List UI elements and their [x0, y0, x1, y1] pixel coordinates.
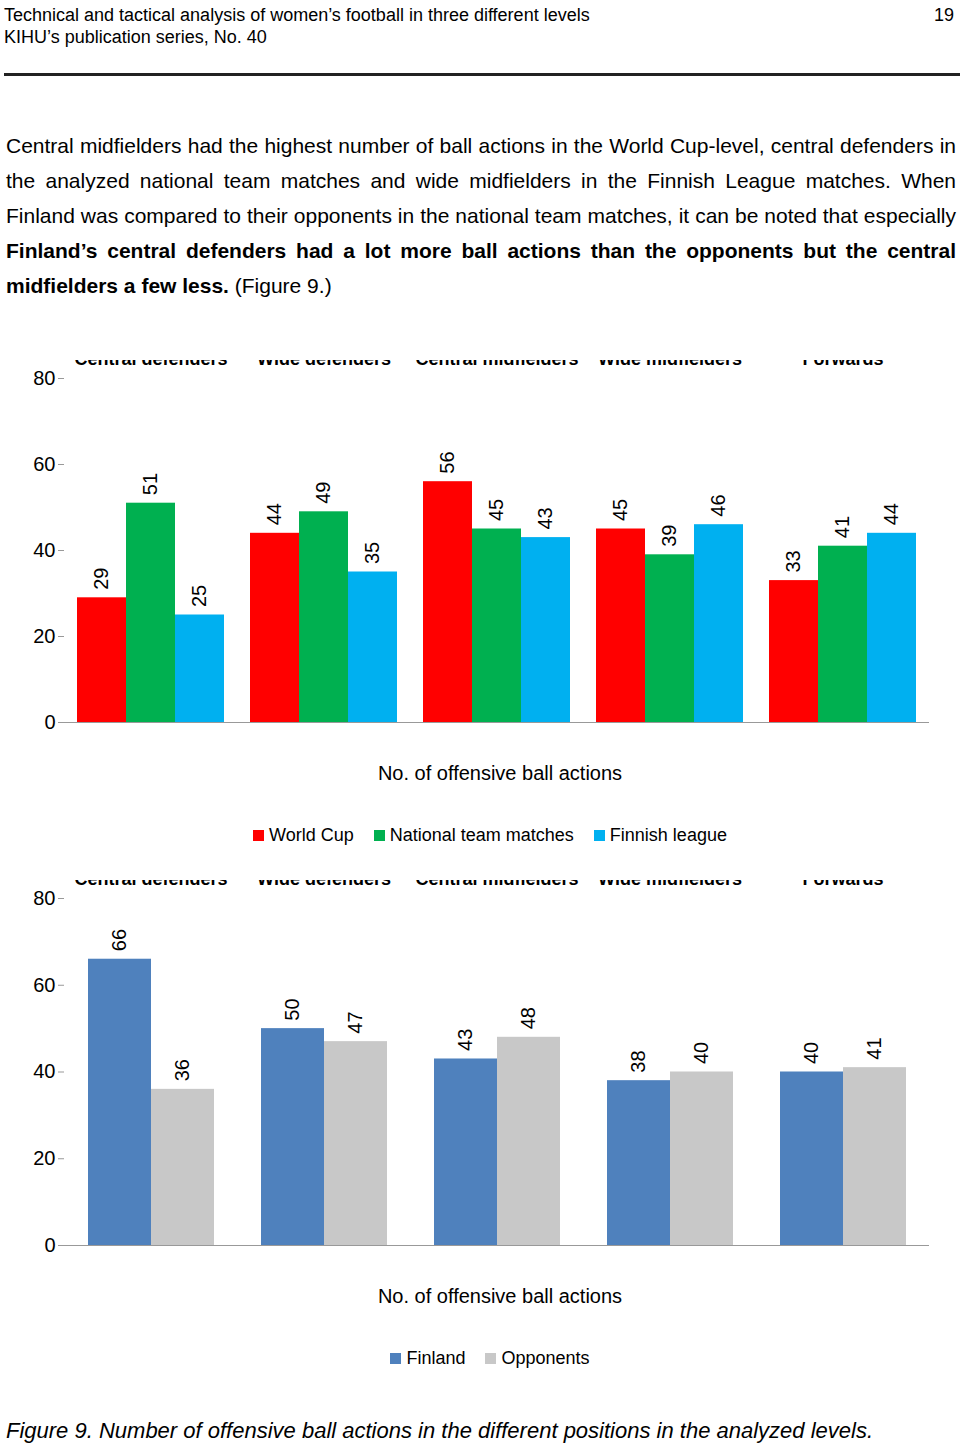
svg-text:39: 39 [658, 525, 680, 547]
html-text:Finland’s central defenders ha: Finland’s central defenders had a lot mo… [6, 239, 956, 297]
svg-text:Forwards: Forwards [802, 880, 883, 889]
html-text:Central midfielders had the hi: Central midfielders had the highest numb… [6, 134, 956, 227]
svg-text:60: 60 [33, 974, 55, 996]
svg-text:80: 80 [33, 367, 55, 389]
svg-text:Central midfielders: Central midfielders [415, 360, 578, 369]
svg-text:33: 33 [782, 550, 804, 572]
svg-text:40: 40 [800, 1042, 822, 1064]
svg-text:66: 66 [108, 929, 130, 951]
svg-text:43: 43 [534, 507, 556, 529]
svg-text:60: 60 [33, 453, 55, 475]
html-text:Figure 9. Number of offensive: Figure 9. Number of offensive ball actio… [6, 1418, 873, 1443]
svg-text:47: 47 [344, 1011, 366, 1033]
svg-text:56: 56 [436, 451, 458, 473]
svg-text:50: 50 [281, 998, 303, 1020]
svg-text:0: 0 [44, 1234, 55, 1256]
svg-text:44: 44 [880, 503, 902, 525]
html-text:19: 19 [934, 5, 954, 25]
svg-text:Wide midfielders: Wide midfielders [598, 360, 742, 369]
svg-text:Forwards: Forwards [802, 360, 883, 369]
html-text:Finnish league: Finnish league [609, 825, 727, 845]
svg-text:45: 45 [609, 499, 631, 521]
html-text:Opponents: Opponents [501, 1348, 590, 1368]
svg-text:29: 29 [90, 568, 112, 590]
svg-text:Wide defenders: Wide defenders [257, 360, 391, 369]
svg-text:48: 48 [517, 1007, 539, 1029]
svg-text:80: 80 [33, 887, 55, 909]
svg-text:43: 43 [454, 1029, 476, 1051]
svg-text:Central defenders: Central defenders [74, 880, 227, 889]
html-text:No. of offensive ball actions: No. of offensive ball actions [377, 762, 623, 784]
svg-text:25: 25 [188, 585, 210, 607]
svg-text:41: 41 [863, 1037, 885, 1059]
svg-text:36: 36 [171, 1059, 193, 1081]
html-text:Technical and tactical analysi: Technical and tactical analysis of women… [4, 5, 590, 25]
html-text:Finland: Finland [406, 1348, 466, 1368]
svg-text:44: 44 [263, 503, 285, 525]
svg-text:Central midfielders: Central midfielders [415, 880, 578, 889]
html-text:KIHU’s publication series, No.: KIHU’s publication series, No. 40 [4, 27, 267, 47]
svg-text:35: 35 [361, 542, 383, 564]
svg-text:Central defenders: Central defenders [74, 360, 227, 369]
svg-text:20: 20 [33, 625, 55, 647]
svg-text:38: 38 [627, 1050, 649, 1072]
svg-text:49: 49 [312, 482, 334, 504]
html-text:World Cup: World Cup [269, 825, 354, 845]
svg-text:46: 46 [707, 494, 729, 516]
html-text:No. of offensive ball actions: No. of offensive ball actions [377, 1285, 623, 1307]
svg-text:Wide defenders: Wide defenders [257, 880, 391, 889]
svg-text:Wide midfielders: Wide midfielders [598, 880, 742, 889]
svg-text:40: 40 [33, 539, 55, 561]
svg-text:0: 0 [44, 711, 55, 733]
svg-text:40: 40 [690, 1042, 712, 1064]
svg-text:40: 40 [33, 1060, 55, 1082]
svg-text:45: 45 [485, 499, 507, 521]
svg-text:41: 41 [831, 516, 853, 538]
svg-text:51: 51 [139, 473, 161, 495]
svg-text:20: 20 [33, 1147, 55, 1169]
html-text:National team matches: National team matches [389, 825, 574, 845]
